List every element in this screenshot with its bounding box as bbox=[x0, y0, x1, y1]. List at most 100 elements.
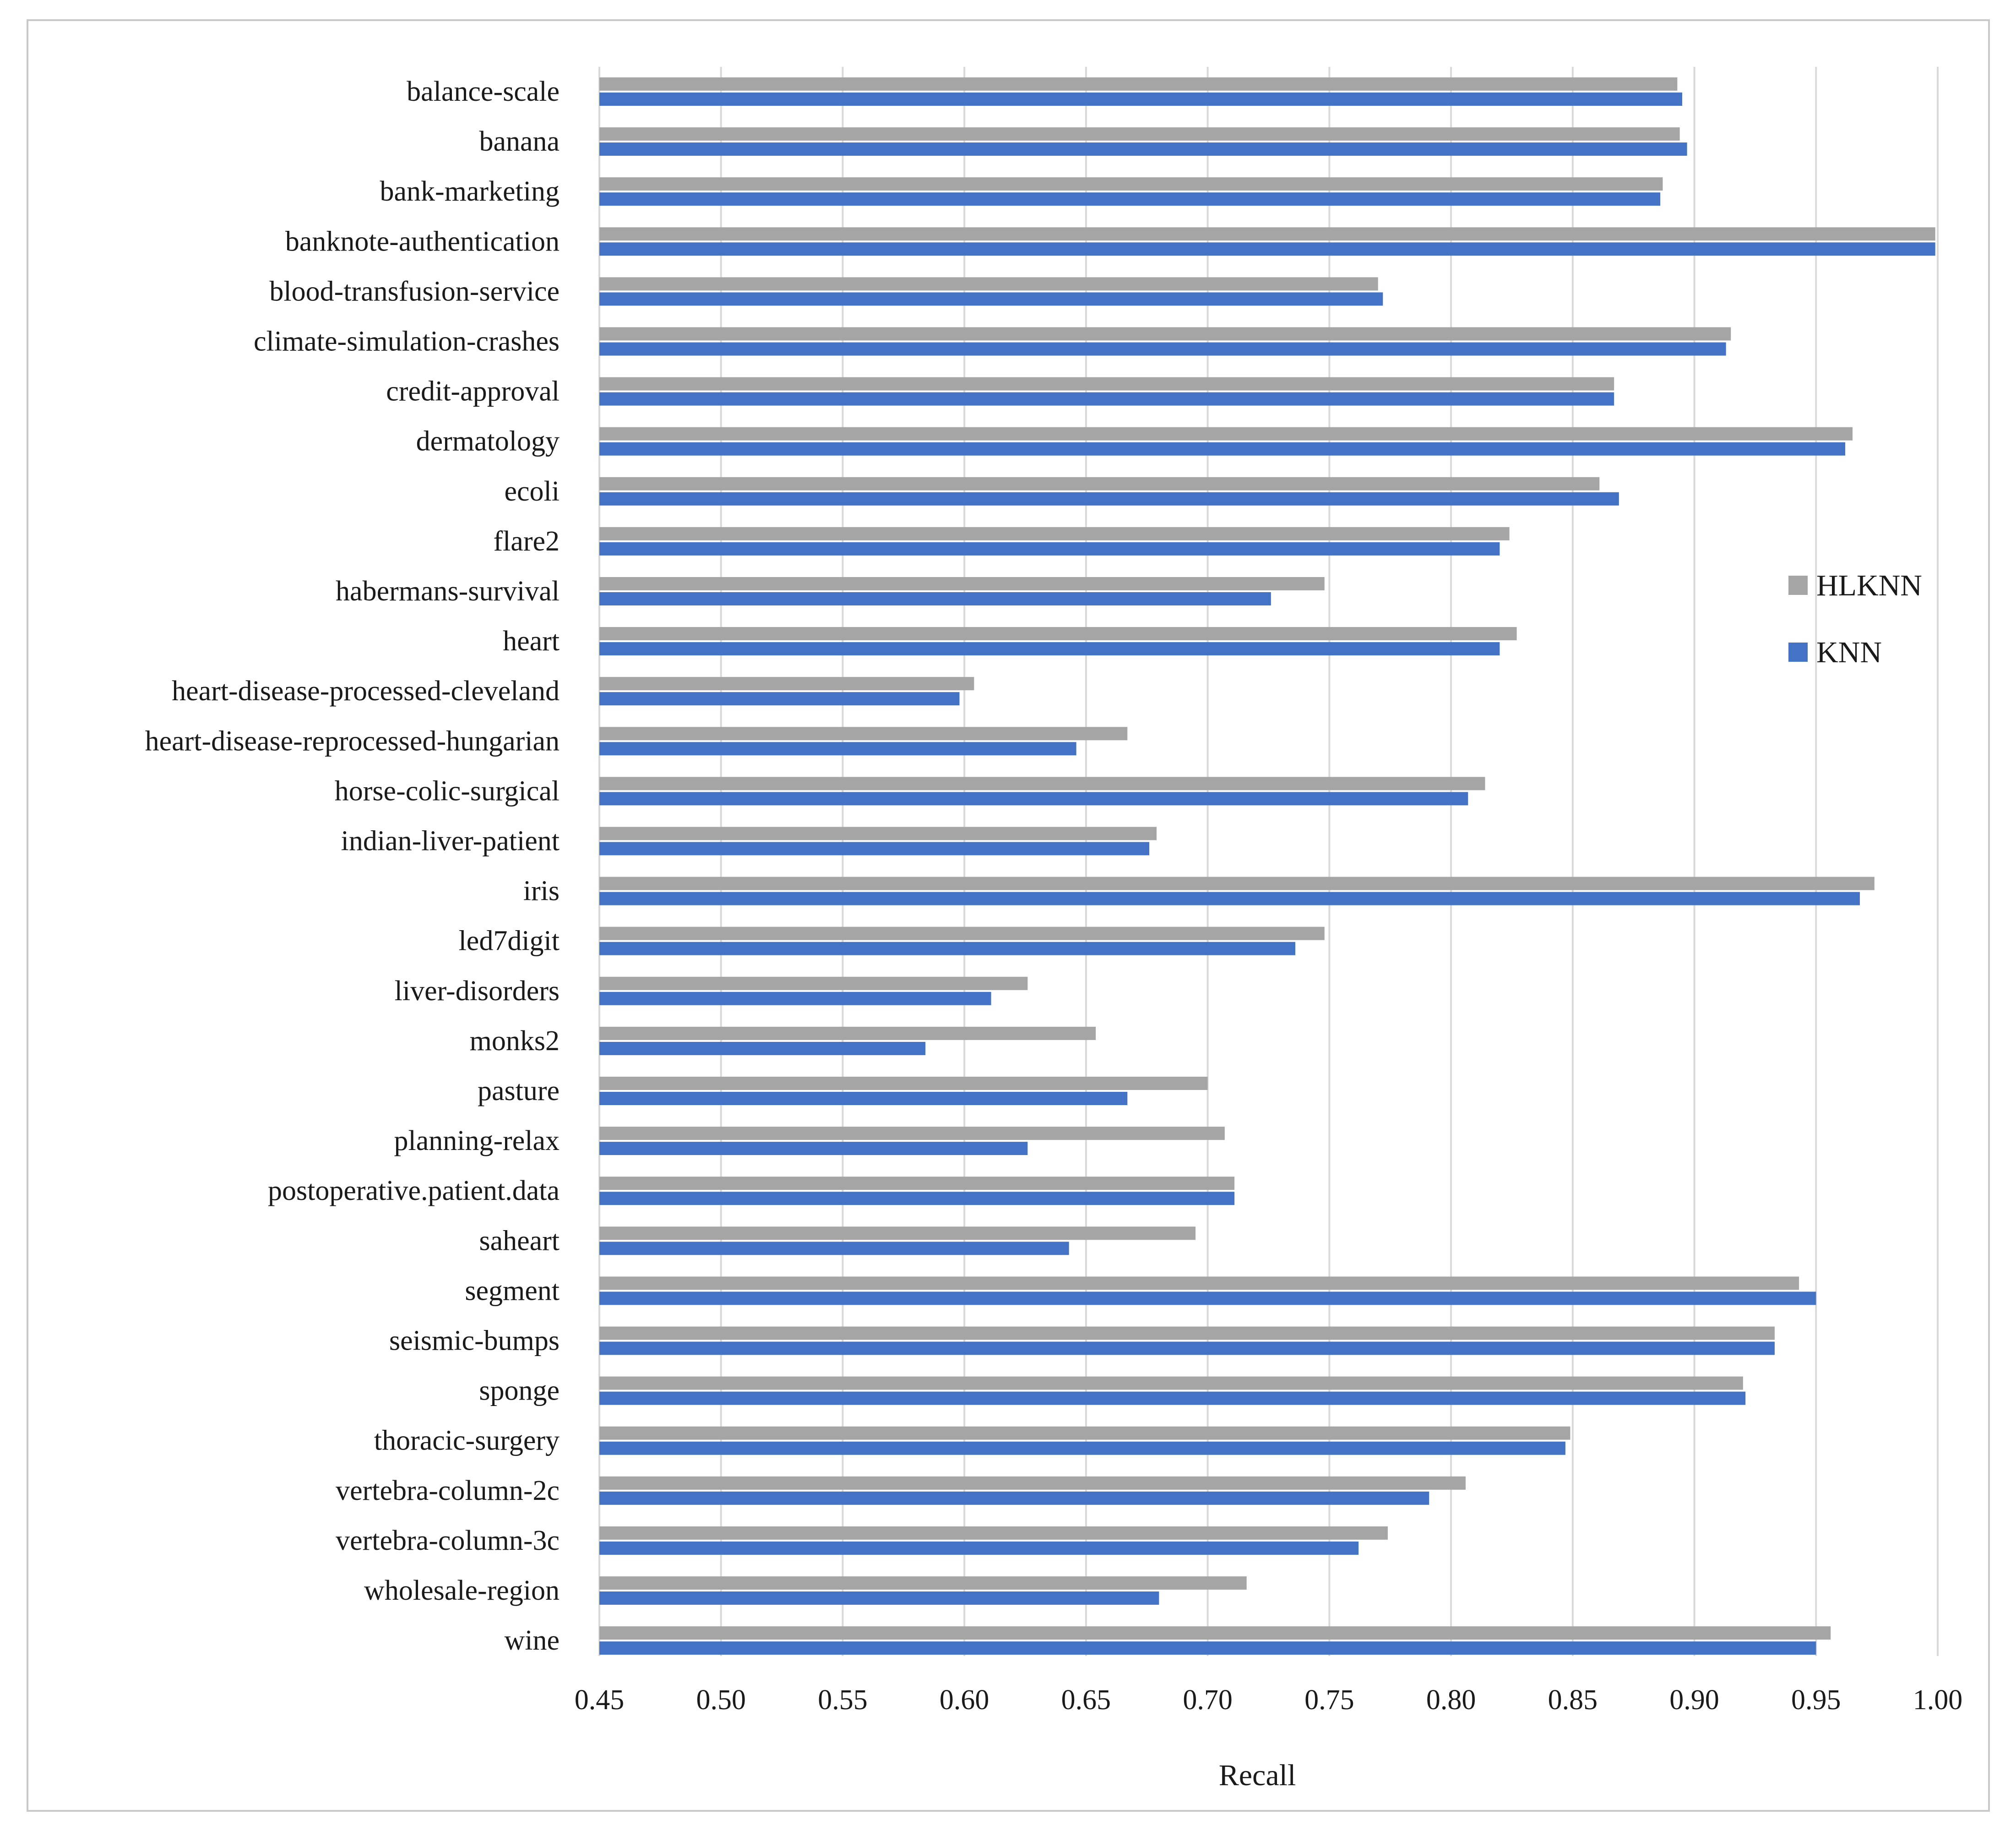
x-tick-labels: 0.45 0.50 0.55 0.60 0.65 0.70 0.75 0.80 0.85 0.90… bbox=[575, 1684, 1963, 1716]
chart-frame: balance-scale banana bank-marketing banknot… bbox=[27, 19, 1990, 1812]
category-label: monks2 bbox=[470, 1025, 560, 1057]
bar-hlknn-wine bbox=[599, 1626, 1831, 1640]
bar-knn-horse-colic-surgical bbox=[599, 792, 1468, 806]
category-label: saheart bbox=[479, 1225, 560, 1256]
bar-knn-vertebra-column-3c bbox=[599, 1541, 1359, 1555]
category-label: wine bbox=[504, 1625, 560, 1656]
legend-label-knn: KNN bbox=[1816, 636, 1882, 669]
bar-hlknn-heart-disease-processed-cleveland bbox=[599, 677, 974, 691]
category-label: led7digit bbox=[459, 926, 560, 957]
bar-hlknn-climate-simulation-crashes bbox=[599, 327, 1731, 341]
x-tick-label: 0.95 bbox=[1791, 1684, 1841, 1716]
bar-knn-banknote-authentication bbox=[599, 242, 1935, 256]
category-label: seismic-bumps bbox=[389, 1325, 560, 1357]
bar-hlknn-heart-disease-reprocessed-hungarian bbox=[599, 727, 1128, 741]
bar-knn-liver-disorders bbox=[599, 992, 991, 1005]
x-tick-label: 0.60 bbox=[940, 1684, 989, 1716]
x-tick-label: 0.50 bbox=[696, 1684, 746, 1716]
bar-hlknn-vertebra-column-3c bbox=[599, 1526, 1388, 1540]
x-tick-label: 0.45 bbox=[575, 1684, 625, 1716]
x-tick-label: 0.70 bbox=[1183, 1684, 1233, 1716]
bar-hlknn-flare2 bbox=[599, 527, 1510, 540]
bar-knn-saheart bbox=[599, 1242, 1069, 1255]
category-labels: balance-scale banana bank-marketing banknot… bbox=[145, 76, 560, 1656]
bar-hlknn-liver-disorders bbox=[599, 976, 1028, 990]
category-label: heart-disease-reprocessed-hungarian bbox=[145, 725, 560, 757]
x-axis-title: Recall bbox=[1219, 1759, 1296, 1792]
bar-hlknn-dermatology bbox=[599, 427, 1853, 441]
category-label: balance-scale bbox=[407, 76, 560, 107]
bar-knn-planning-relax bbox=[599, 1142, 1028, 1155]
bar-hlknn-segment bbox=[599, 1276, 1799, 1290]
bar-knn-balance-scale bbox=[599, 93, 1682, 106]
category-label: dermatology bbox=[416, 426, 560, 457]
category-label: indian-liver-patient bbox=[341, 826, 560, 857]
category-label: heart-disease-processed-cleveland bbox=[172, 676, 560, 707]
bars bbox=[599, 77, 1935, 1655]
bar-knn-wholesale-region bbox=[599, 1591, 1159, 1605]
bar-hlknn-led7digit bbox=[599, 926, 1325, 940]
bar-knn-wine bbox=[599, 1641, 1816, 1655]
bar-knn-iris bbox=[599, 892, 1860, 905]
bar-hlknn-planning-relax bbox=[599, 1127, 1225, 1140]
bar-knn-thoracic-surgery bbox=[599, 1441, 1565, 1455]
bar-knn-dermatology bbox=[599, 442, 1846, 456]
category-label: pasture bbox=[478, 1075, 560, 1106]
recall-bar-chart: balance-scale banana bank-marketing banknot… bbox=[145, 67, 1963, 1792]
bar-hlknn-credit-approval bbox=[599, 377, 1614, 391]
bar-knn-banana bbox=[599, 142, 1687, 156]
bar-hlknn-sponge bbox=[599, 1376, 1743, 1390]
x-tick-label: 0.80 bbox=[1426, 1684, 1476, 1716]
x-tick-label: 0.65 bbox=[1061, 1684, 1111, 1716]
bar-hlknn-pasture bbox=[599, 1077, 1208, 1090]
bar-hlknn-iris bbox=[599, 877, 1875, 890]
bar-knn-seismic-bumps bbox=[599, 1341, 1775, 1355]
bar-knn-vertebra-column-2c bbox=[599, 1491, 1429, 1505]
x-tick-label: 1.00 bbox=[1913, 1684, 1963, 1716]
legend-swatch-hlknn bbox=[1788, 576, 1808, 595]
bar-hlknn-balance-scale bbox=[599, 77, 1678, 91]
bar-knn-flare2 bbox=[599, 542, 1500, 556]
bar-knn-climate-simulation-crashes bbox=[599, 342, 1726, 356]
bar-hlknn-bank-marketing bbox=[599, 177, 1663, 191]
bar-hlknn-wholesale-region bbox=[599, 1576, 1247, 1590]
bar-knn-credit-approval bbox=[599, 392, 1614, 406]
category-label: thoracic-surgery bbox=[374, 1425, 560, 1456]
category-label: vertebra-column-3c bbox=[336, 1525, 560, 1556]
bar-knn-led7digit bbox=[599, 942, 1295, 955]
bar-knn-pasture bbox=[599, 1092, 1128, 1105]
bar-hlknn-habermans-survival bbox=[599, 577, 1325, 590]
bar-knn-heart bbox=[599, 642, 1500, 656]
legend-label-hlknn: HLKNN bbox=[1816, 569, 1922, 602]
category-label: ecoli bbox=[505, 476, 560, 507]
bar-hlknn-monks2 bbox=[599, 1026, 1096, 1040]
category-label: segment bbox=[465, 1275, 560, 1306]
category-label: bank-marketing bbox=[380, 176, 560, 207]
category-label: flare2 bbox=[493, 526, 560, 557]
bar-hlknn-ecoli bbox=[599, 477, 1600, 490]
bar-hlknn-banana bbox=[599, 127, 1680, 141]
bar-knn-ecoli bbox=[599, 492, 1619, 506]
category-label: wholesale-region bbox=[364, 1575, 560, 1606]
bar-knn-bank-marketing bbox=[599, 192, 1661, 206]
category-label: planning-relax bbox=[394, 1125, 560, 1156]
category-label: sponge bbox=[479, 1375, 560, 1406]
bar-hlknn-thoracic-surgery bbox=[599, 1426, 1570, 1440]
bar-hlknn-horse-colic-surgical bbox=[599, 777, 1485, 790]
bar-hlknn-vertebra-column-2c bbox=[599, 1476, 1466, 1490]
category-label: credit-approval bbox=[386, 376, 560, 407]
category-label: vertebra-column-2c bbox=[336, 1475, 560, 1506]
bar-hlknn-heart bbox=[599, 627, 1517, 641]
x-tick-label: 0.75 bbox=[1304, 1684, 1354, 1716]
x-tick-label: 0.90 bbox=[1669, 1684, 1719, 1716]
category-label: heart bbox=[503, 626, 560, 657]
bar-knn-indian-liver-patient bbox=[599, 842, 1150, 856]
bar-hlknn-postoperative.patient.data bbox=[599, 1177, 1235, 1190]
bar-knn-sponge bbox=[599, 1391, 1746, 1405]
bar-knn-heart-disease-processed-cleveland bbox=[599, 692, 960, 706]
bar-knn-postoperative.patient.data bbox=[599, 1192, 1235, 1205]
x-tick-label: 0.55 bbox=[818, 1684, 868, 1716]
bar-hlknn-saheart bbox=[599, 1226, 1196, 1240]
bar-knn-segment bbox=[599, 1292, 1816, 1305]
category-label: banana bbox=[479, 126, 560, 157]
